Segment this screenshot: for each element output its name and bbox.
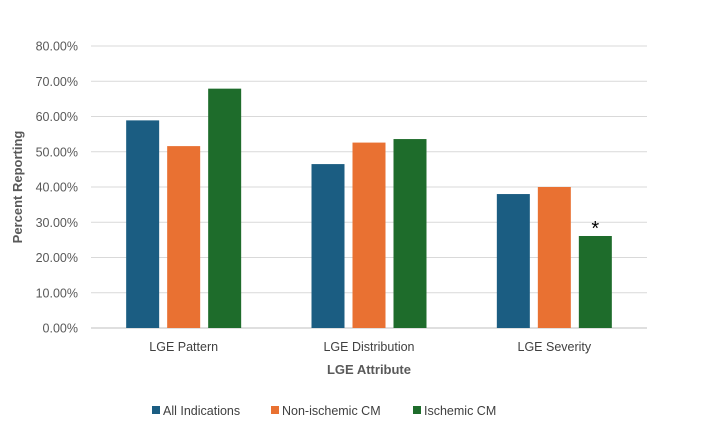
bar-non-ischemic-cm-2 (537, 187, 571, 328)
bar-ischemic-cm-2 (578, 235, 612, 328)
x-axis-category-labels: LGE Pattern LGE Distribution LGE Severity (149, 340, 592, 354)
bar-all-indications-2 (496, 194, 530, 328)
bar-ischemic-cm-0 (208, 88, 242, 328)
y-axis-title: Percent Reporting (10, 131, 25, 244)
legend-swatch (152, 406, 160, 414)
legend-label: Non-ischemic CM (282, 404, 381, 418)
y-tick-label: 10.00% (36, 286, 78, 300)
legend-item: Ischemic CM (413, 404, 496, 418)
x-category-label: LGE Severity (518, 340, 592, 354)
legend-swatch (413, 406, 421, 414)
bar-all-indications-1 (311, 164, 345, 328)
bars (126, 88, 612, 328)
y-tick-label: 50.00% (36, 145, 78, 159)
legend-item: Non-ischemic CM (271, 404, 381, 418)
bar-non-ischemic-cm-1 (352, 142, 386, 328)
bar-all-indications-0 (126, 120, 160, 328)
y-tick-label: 70.00% (36, 75, 78, 89)
legend: All Indications Non-ischemic CM Ischemic C… (152, 404, 496, 418)
legend-item: All Indications (152, 404, 240, 418)
y-tick-label: 80.00% (36, 40, 78, 54)
significance-asterisk: * (591, 218, 599, 240)
y-axis-tick-labels: 0.00% 10.00% 20.00% 30.00% 40.00% 50.00% 60.00… (36, 40, 78, 336)
y-tick-label: 30.00% (36, 216, 78, 230)
y-tick-label: 20.00% (36, 251, 78, 265)
x-category-label: LGE Pattern (149, 340, 218, 354)
x-category-label: LGE Distribution (323, 340, 414, 354)
x-axis-title: LGE Attribute (327, 362, 411, 377)
legend-label: All Indications (163, 404, 240, 418)
annotations: * (591, 218, 599, 240)
bar-non-ischemic-cm-0 (167, 146, 201, 328)
legend-swatch (271, 406, 279, 414)
y-tick-label: 60.00% (36, 110, 78, 124)
y-tick-label: 0.00% (43, 322, 78, 336)
legend-label: Ischemic CM (424, 404, 496, 418)
bar-ischemic-cm-1 (393, 139, 427, 328)
y-tick-label: 40.00% (36, 181, 78, 195)
